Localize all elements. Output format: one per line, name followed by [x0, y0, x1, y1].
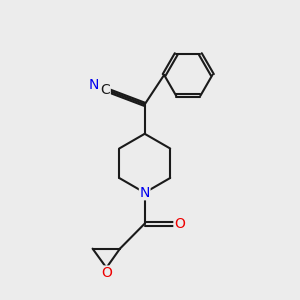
Text: C: C: [100, 82, 110, 97]
Text: N: N: [88, 78, 99, 92]
Text: O: O: [101, 266, 112, 280]
Text: N: N: [140, 186, 150, 200]
Text: O: O: [174, 217, 185, 231]
